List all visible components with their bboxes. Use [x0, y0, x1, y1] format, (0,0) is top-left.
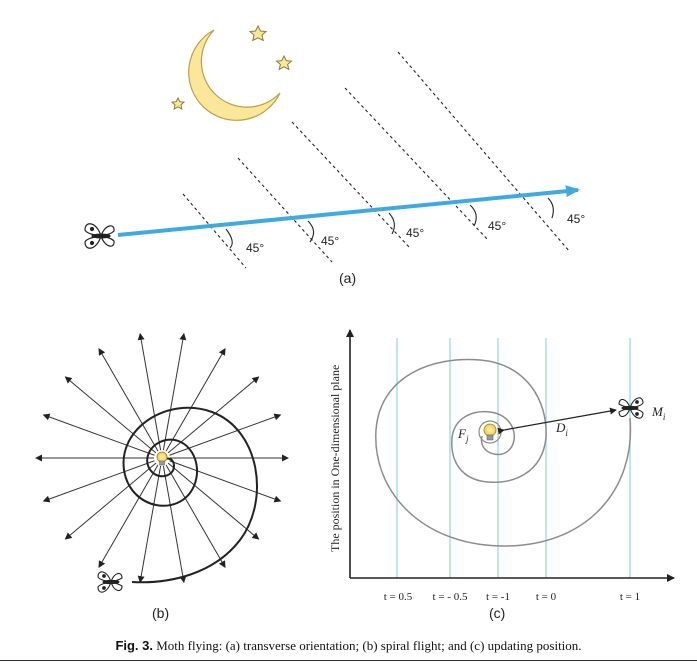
moth-icon: [84, 223, 115, 249]
moth-label: Mi: [651, 404, 666, 422]
panel-c: Fj Di Mi The position in One-dimensional…: [328, 329, 675, 621]
radial-light-ray: [137, 465, 162, 584]
caption-prefix: Fig. 3.: [115, 638, 153, 653]
moth-icon: [97, 571, 123, 593]
time-lines: [396, 338, 631, 578]
panel-c-label: (c): [489, 605, 505, 621]
radial-light-ray: [169, 413, 282, 456]
radial-light-ray: [165, 348, 226, 452]
radial-light-ray: [98, 464, 159, 568]
radial-light-ray: [137, 332, 162, 451]
panel-b-label: (b): [152, 605, 169, 621]
panel-a-label: (a): [339, 270, 356, 286]
radial-light-ray: [162, 332, 187, 451]
radial-light-ray: [64, 462, 157, 540]
spiral-path: [375, 358, 632, 547]
tick-label: t = 0.5: [384, 591, 413, 603]
radial-arrows: [35, 332, 289, 584]
tick-label: t = -1: [486, 591, 510, 603]
radial-light-ray: [167, 462, 260, 540]
tick-label: t = - 0.5: [433, 591, 468, 603]
lightbulb-icon: [483, 423, 497, 441]
radial-light-ray: [98, 348, 159, 452]
tick-label: t = 0: [536, 591, 557, 603]
panel-a: 45° 45° 45° 45° 45° (a): [84, 24, 585, 286]
distance-label: Di: [555, 420, 568, 438]
lightbulb-icon: [156, 451, 168, 466]
figure-caption: Fig. 3. Moth flying: (a) transverse orie…: [0, 638, 697, 654]
angle-arcs: [225, 197, 554, 249]
radial-light-ray: [165, 464, 226, 568]
angle-label: 45°: [406, 226, 424, 240]
angle-label: 45°: [321, 234, 339, 248]
flame-label: Fj: [457, 426, 469, 444]
panel-b: (b): [35, 332, 289, 621]
light-rays: [182, 51, 571, 269]
radial-light-ray: [42, 413, 155, 456]
spiral-path: [122, 406, 258, 584]
angle-label: 45°: [246, 241, 264, 255]
radial-light-ray: [64, 376, 157, 454]
flight-path-arrow: [117, 185, 580, 237]
y-axis-label: The position in One-dimensional plane: [328, 365, 342, 552]
radial-light-ray: [169, 460, 282, 503]
radial-light-ray: [42, 460, 155, 503]
moth-icon: [618, 397, 644, 419]
moon-icon: [188, 29, 281, 121]
distance-arrow: [497, 407, 617, 435]
bottom-rule: [0, 660, 697, 661]
tick-label: t = 1: [620, 591, 640, 603]
radial-light-ray: [162, 465, 187, 584]
star-icon: [275, 54, 293, 71]
star-icon: [248, 24, 268, 42]
radial-light-ray: [167, 376, 260, 454]
caption-text: Moth flying: (a) transverse orientation;…: [153, 638, 582, 653]
angle-label: 45°: [488, 219, 506, 233]
star-icon: [170, 96, 186, 110]
angle-label: 45°: [567, 212, 585, 226]
